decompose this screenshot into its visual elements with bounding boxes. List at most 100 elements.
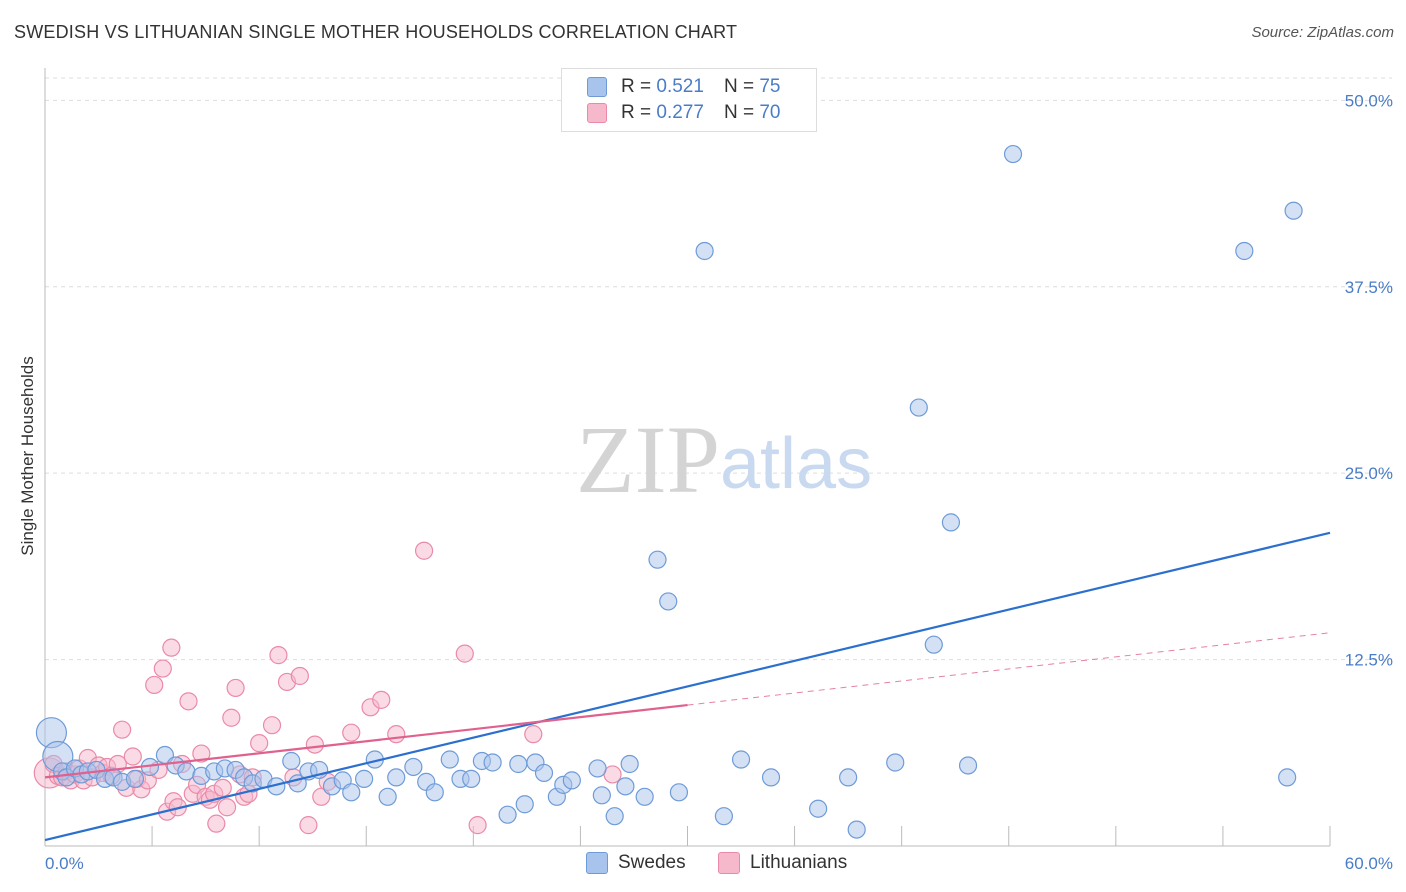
swedes-point [355, 769, 374, 788]
x-tick-label: 60.0% [1345, 854, 1393, 873]
swedes-point [635, 787, 654, 806]
lithuanians-point [192, 744, 211, 763]
y-tick-label: 12.5% [1345, 651, 1393, 670]
lithuanians-trend-line [44, 703, 688, 779]
swedes-point [941, 513, 961, 532]
swedes-point [440, 750, 459, 769]
correlation-legend: R = 0.521 N = 75 R = 0.277 N = 70 [561, 68, 817, 132]
lithuanians-point [342, 723, 361, 742]
lithuanians-point [455, 644, 474, 663]
chart-title: SWEDISH VS LITHUANIAN SINGLE MOTHER HOUS… [14, 22, 738, 42]
legend-label-swedes: Swedes [618, 852, 686, 873]
swedes-point [809, 799, 828, 818]
swedes-point [498, 805, 517, 824]
swedes-swatch [586, 852, 608, 874]
y-tick-label: 37.5% [1345, 278, 1393, 297]
swedes-point [387, 768, 406, 787]
watermark-zip: ZIP [576, 406, 720, 513]
swedes-points [35, 144, 1303, 839]
swedes-point [534, 763, 554, 783]
axes [44, 68, 1331, 847]
swedes-point [1284, 201, 1303, 220]
legend-item-lithuanians[interactable]: Lithuanians [718, 852, 847, 874]
lithuanians-point [250, 734, 269, 753]
swedes-point [958, 756, 978, 775]
swedes-point [648, 550, 667, 569]
lithuanians-point [112, 720, 132, 739]
watermark-atlas: atlas [720, 424, 872, 504]
lithuanians-point [162, 638, 181, 657]
lithuanians-point [145, 675, 164, 695]
swedes-point [425, 783, 444, 802]
lithuanians-point [305, 735, 324, 754]
lithuanians-point [217, 798, 237, 817]
swedes-point [669, 783, 689, 802]
swedes-point [659, 592, 678, 611]
swedes-point [1003, 144, 1023, 164]
swedes-point [342, 783, 361, 802]
lithuanians-point [123, 747, 142, 766]
swedes-point [839, 768, 858, 787]
y-tick-labels: 12.5% 25.0% 37.5% 50.0% [1345, 91, 1393, 669]
lithuanians-point [153, 659, 172, 678]
lithuanians-point [414, 541, 434, 560]
swedes-point [125, 769, 145, 788]
legend-n-label: N = [723, 76, 755, 97]
lithuanians-swatch [718, 852, 740, 874]
lithuanians-point [213, 778, 232, 797]
legend-n-label: N = [723, 102, 755, 123]
lithuanians-point [226, 678, 245, 698]
legend-n-value: 70 [759, 102, 781, 123]
swedes-point [714, 807, 734, 826]
lithuanians-point [269, 646, 288, 665]
swedes-point [731, 750, 751, 769]
swedes-point [404, 757, 423, 777]
lithuanians-point [207, 814, 226, 833]
x-tick-label: 0.0% [45, 854, 84, 873]
legend-r-value: 0.521 [656, 76, 704, 97]
swedes-point [847, 820, 866, 839]
lithuanians-point [262, 716, 282, 735]
lithuanians-trend-extension [687, 632, 1331, 706]
trend-lines [44, 531, 1331, 842]
lithuanians-point [372, 690, 391, 709]
lithuanians-point [468, 816, 487, 835]
lithuanians-swatch [587, 103, 607, 123]
swedes-point [886, 753, 905, 772]
lithuanians-point [524, 725, 543, 744]
swedes-point [605, 807, 624, 826]
swedes-point [588, 759, 607, 778]
legend-n-value: 75 [759, 76, 781, 97]
legend-r-label: R = [621, 76, 652, 97]
swedes-point [378, 787, 397, 806]
swedes-point [616, 777, 635, 796]
lithuanians-point [222, 708, 241, 727]
swedes-point [909, 398, 928, 417]
lithuanians-point [299, 816, 318, 835]
legend-label-lithuanians: Lithuanians [750, 852, 848, 873]
swedes-trend-line [44, 531, 1331, 842]
lithuanians-point [387, 725, 406, 744]
swedes-point [282, 751, 301, 771]
swedes-point [924, 635, 943, 654]
x-tick-labels: 0.0% 60.0% [45, 854, 1393, 873]
legend-item-swedes[interactable]: Swedes [586, 852, 686, 874]
y-tick-label: 50.0% [1345, 91, 1393, 110]
swedes-swatch [587, 77, 607, 97]
swedes-point [462, 769, 481, 788]
series-legend: Swedes Lithuanians [0, 852, 1406, 878]
swedes-point [695, 241, 714, 261]
swedes-point [620, 754, 639, 774]
lithuanians-point [179, 692, 198, 711]
swedes-point [1278, 768, 1297, 787]
legend-r-value: 0.277 [656, 102, 704, 123]
lithuanians-point [290, 666, 309, 686]
swedes-point [509, 754, 528, 774]
swedes-point [483, 753, 502, 772]
swedes-point [515, 795, 534, 814]
legend-row-lithuanians: R = 0.277 N = 70 [587, 101, 780, 125]
source-label: Source: ZipAtlas.com [1251, 24, 1394, 41]
swedes-point [761, 768, 781, 787]
legend-r-label: R = [621, 102, 652, 123]
